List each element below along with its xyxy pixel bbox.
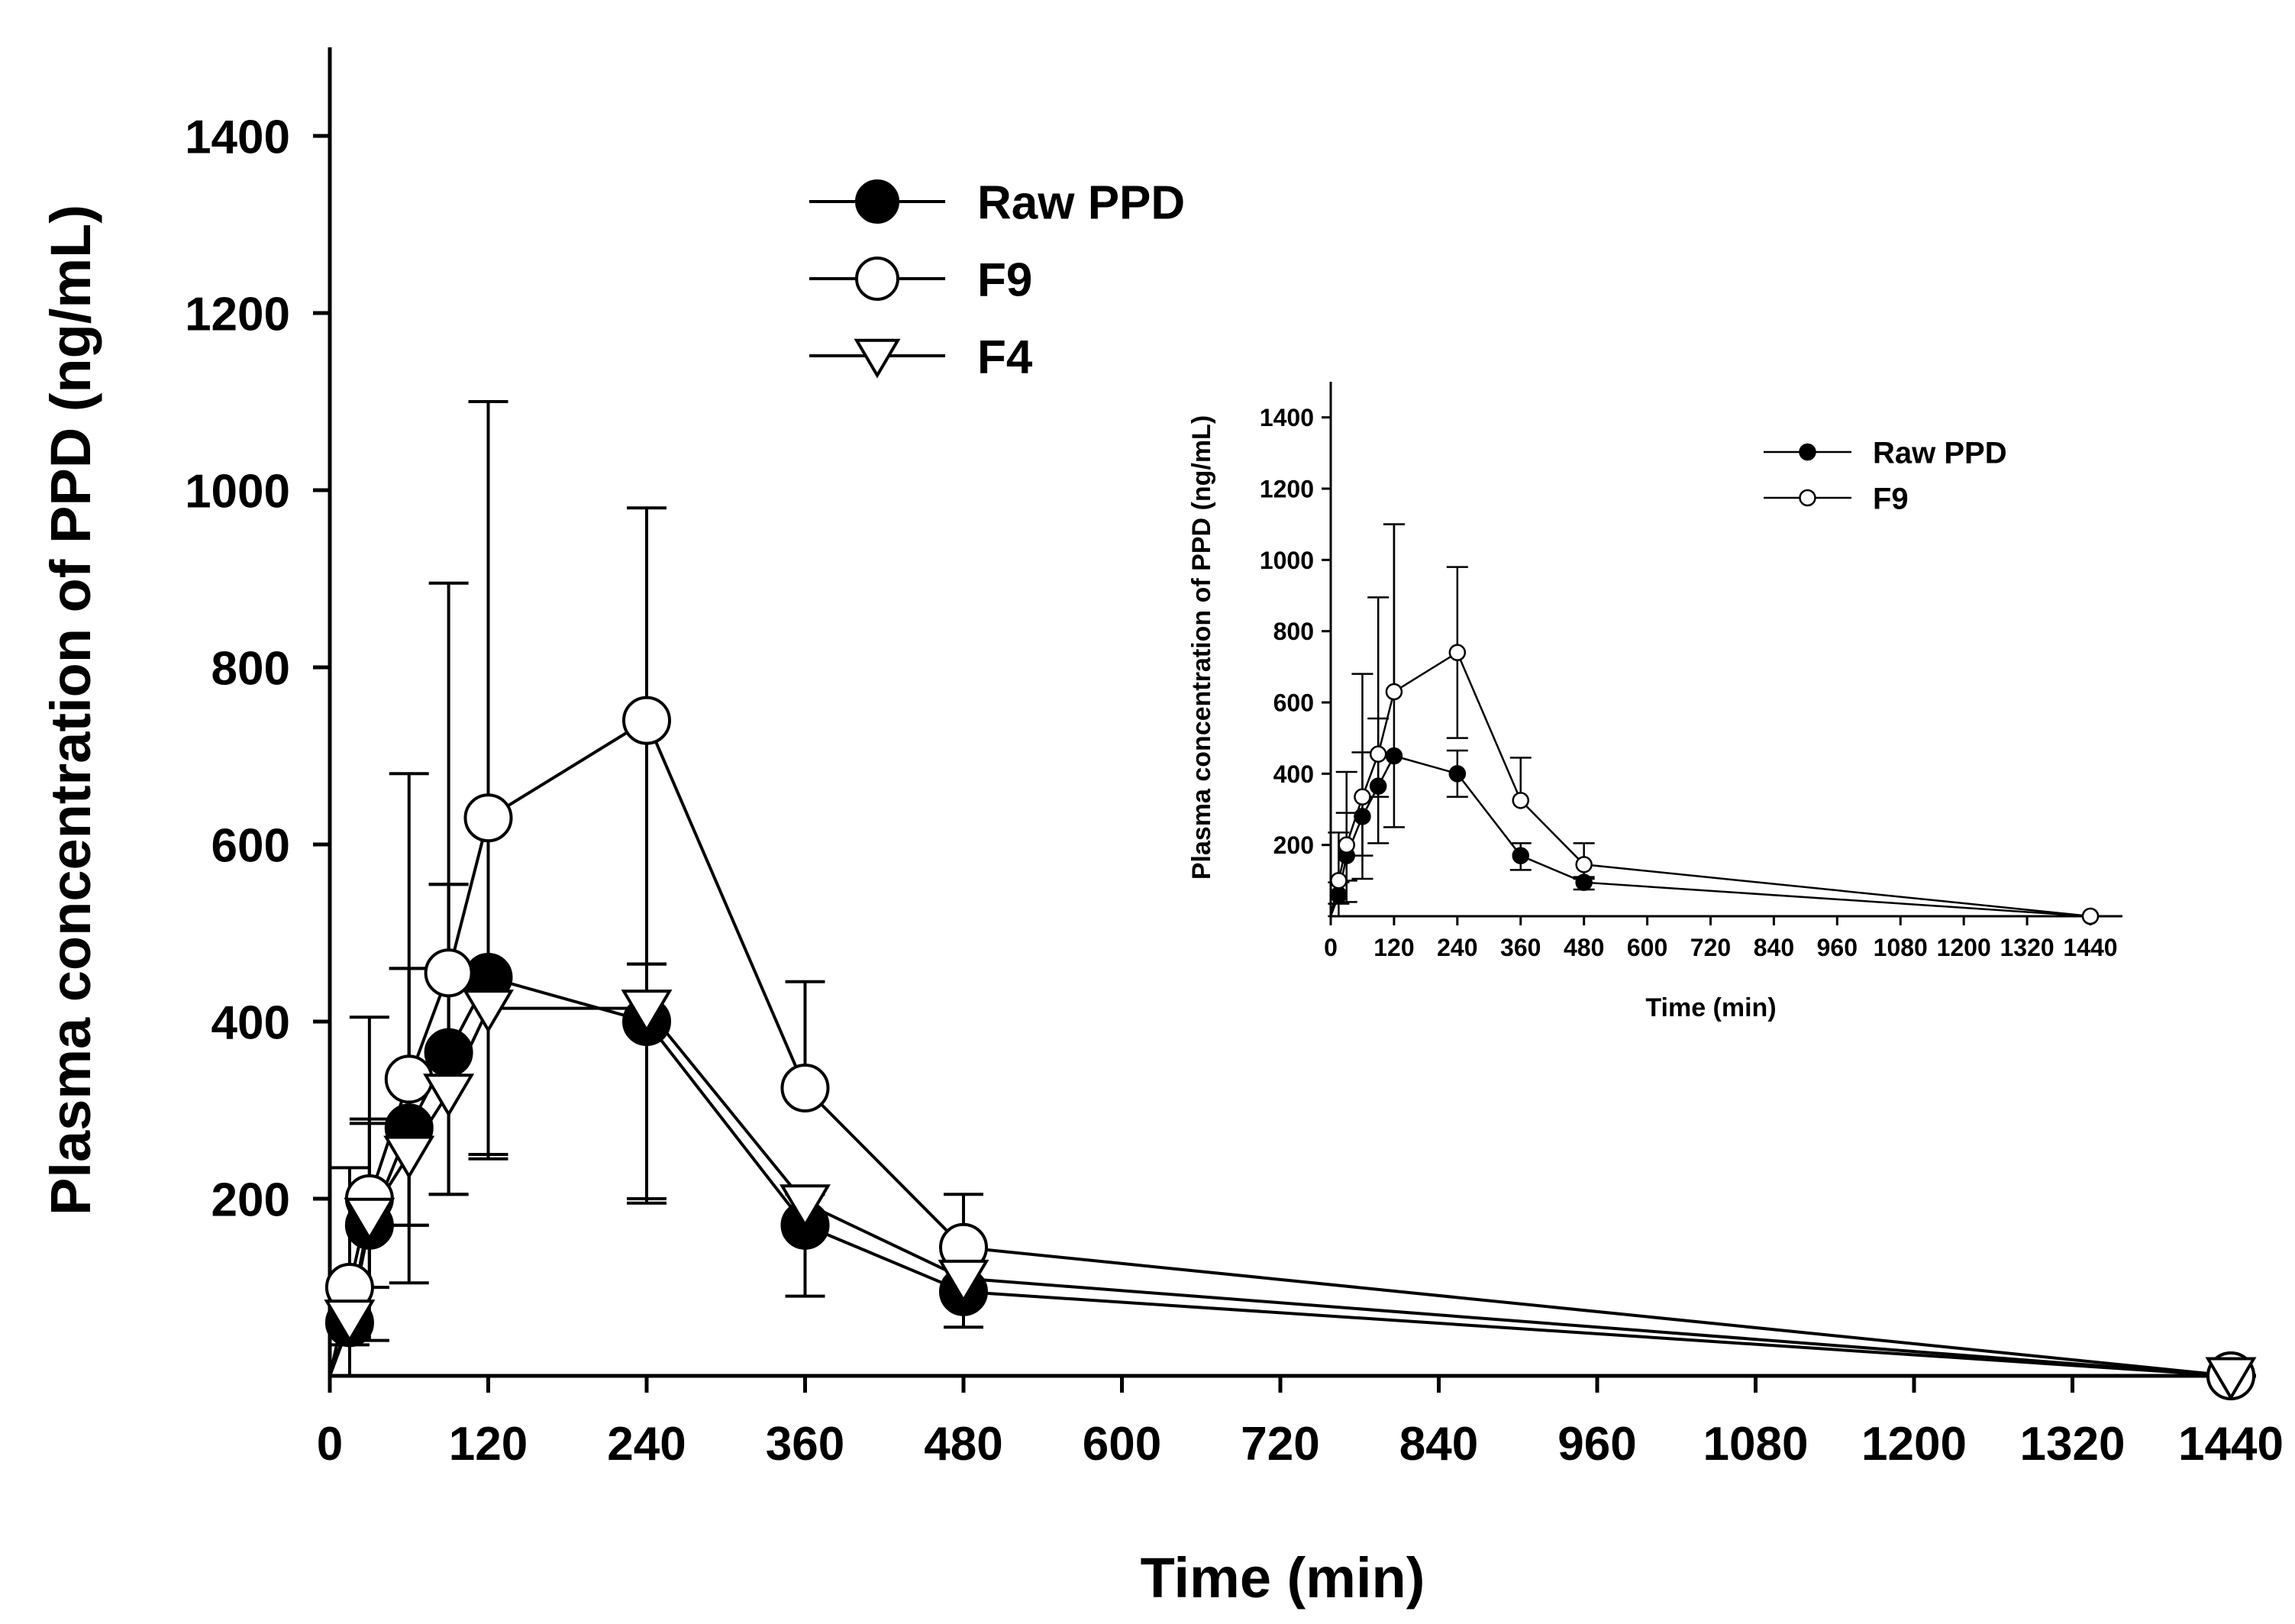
data-point-1 [424, 948, 473, 998]
data-point-0 [424, 1028, 473, 1077]
data-point-2 [938, 1259, 989, 1303]
y-tick-label: 600 [211, 819, 290, 872]
x-tick-label: 1440 [2063, 934, 2117, 961]
data-point-0 [1330, 886, 1348, 904]
x-tick-label: 720 [1241, 1418, 1319, 1471]
legend-marker [855, 179, 899, 224]
x-axis-title: Time (min) [1141, 1546, 1425, 1609]
series-line-0 [328, 975, 2232, 1377]
x-axis-title: Time (min) [1645, 993, 1776, 1022]
data-point-1 [463, 793, 513, 843]
data-point-1 [1354, 788, 1371, 806]
x-tick-label: 1440 [2178, 1418, 2284, 1471]
y-tick-label: 800 [1273, 618, 1314, 645]
data-point-1 [1448, 644, 1467, 661]
data-point-1 [1512, 792, 1529, 809]
data-point-2 [344, 1197, 395, 1241]
legend-label: Raw PPD [1873, 436, 2007, 470]
x-tick-label: 0 [1324, 934, 1338, 961]
data-point-0 [1385, 747, 1403, 765]
x-tick-label: 720 [1690, 934, 1731, 961]
data-point-2 [463, 990, 514, 1034]
y-tick-label: 1000 [1260, 547, 1314, 574]
series-line-2 [328, 1006, 2232, 1377]
x-tick-label: 960 [1817, 934, 1858, 961]
legend-marker [1799, 443, 1816, 461]
x-tick-label: 600 [1627, 934, 1667, 961]
data-point-1 [622, 696, 671, 745]
data-point-1 [1330, 872, 1348, 889]
series-line-1 [1329, 651, 2091, 918]
x-tick-label: 360 [1500, 934, 1541, 961]
data-point-2 [2205, 1357, 2257, 1401]
x-tick-label: 0 [317, 1418, 343, 1471]
data-point-1 [1575, 856, 1593, 873]
x-tick-label: 840 [1399, 1418, 1478, 1471]
main-chart: 0 120 240 360 480 600 720 840 960 1080 1200 1320 144… [39, 47, 2284, 1609]
y-tick-label: 400 [211, 996, 290, 1049]
data-point-2 [780, 1184, 831, 1228]
y-tick-label: 200 [1273, 831, 1314, 859]
y-axis-title: Plasma concentration of PPD (ng/mL) [39, 205, 102, 1216]
x-tick-label: 1200 [1861, 1418, 1967, 1471]
legend-marker [855, 257, 899, 301]
x-tick-label: 1200 [1937, 934, 1991, 961]
data-point-0 [1448, 765, 1467, 783]
y-axis-title: Plasma concentration of PPD (ng/mL) [1187, 415, 1216, 880]
x-tick-label: 480 [1564, 934, 1604, 961]
legend-marker [1799, 489, 1816, 507]
data-point-2 [423, 1074, 475, 1118]
y-tick-label: 600 [1273, 689, 1314, 717]
legend-label: F9 [1873, 482, 1909, 515]
y-tick-label: 1000 [185, 465, 290, 518]
data-point-0 [1354, 808, 1371, 825]
data-point-0 [1369, 777, 1387, 795]
data-point-1 [1369, 745, 1387, 763]
y-tick-label: 1400 [185, 111, 290, 163]
data-point-0 [1575, 873, 1593, 891]
x-tick-label: 240 [607, 1418, 686, 1471]
data-point-1 [1385, 683, 1403, 701]
series-line-0 [1329, 754, 2091, 918]
legend-label: Raw PPD [977, 176, 1185, 229]
x-tick-label: 480 [924, 1418, 1002, 1471]
data-point-2 [324, 1300, 376, 1344]
x-tick-label: 1320 [2020, 1418, 2126, 1471]
inset-chart: 0 120 240 360 480 600 720 840 960 1080 1200 1320 144… [1187, 382, 2122, 1022]
data-point-1 [1338, 836, 1355, 854]
x-tick-label: 120 [1373, 934, 1414, 961]
y-tick-label: 1200 [185, 288, 290, 341]
data-point-0 [1512, 847, 1529, 864]
y-tick-label: 400 [1273, 760, 1314, 788]
x-tick-label: 1080 [1874, 934, 1928, 961]
x-tick-label: 240 [1437, 934, 1477, 961]
x-tick-label: 1080 [1703, 1418, 1809, 1471]
x-tick-label: 1320 [2000, 934, 2054, 961]
data-point-1 [780, 1064, 830, 1112]
legend-marker [854, 338, 901, 379]
data-point-2 [621, 990, 673, 1034]
x-tick-label: 960 [1557, 1418, 1636, 1471]
data-point-1 [384, 1054, 434, 1104]
y-tick-label: 800 [211, 642, 290, 695]
data-point-1 [2081, 907, 2100, 925]
y-tick-label: 1400 [1260, 404, 1314, 431]
x-tick-label: 840 [1754, 934, 1794, 961]
x-tick-label: 120 [449, 1418, 528, 1471]
series-line-1 [328, 718, 2232, 1377]
x-tick-label: 600 [1083, 1418, 1161, 1471]
x-tick-label: 360 [766, 1418, 844, 1471]
y-tick-label: 200 [211, 1174, 290, 1226]
legend-label: F4 [977, 331, 1033, 383]
data-point-2 [383, 1135, 435, 1180]
legend-label: F9 [977, 253, 1032, 306]
y-tick-label: 1200 [1260, 476, 1314, 503]
